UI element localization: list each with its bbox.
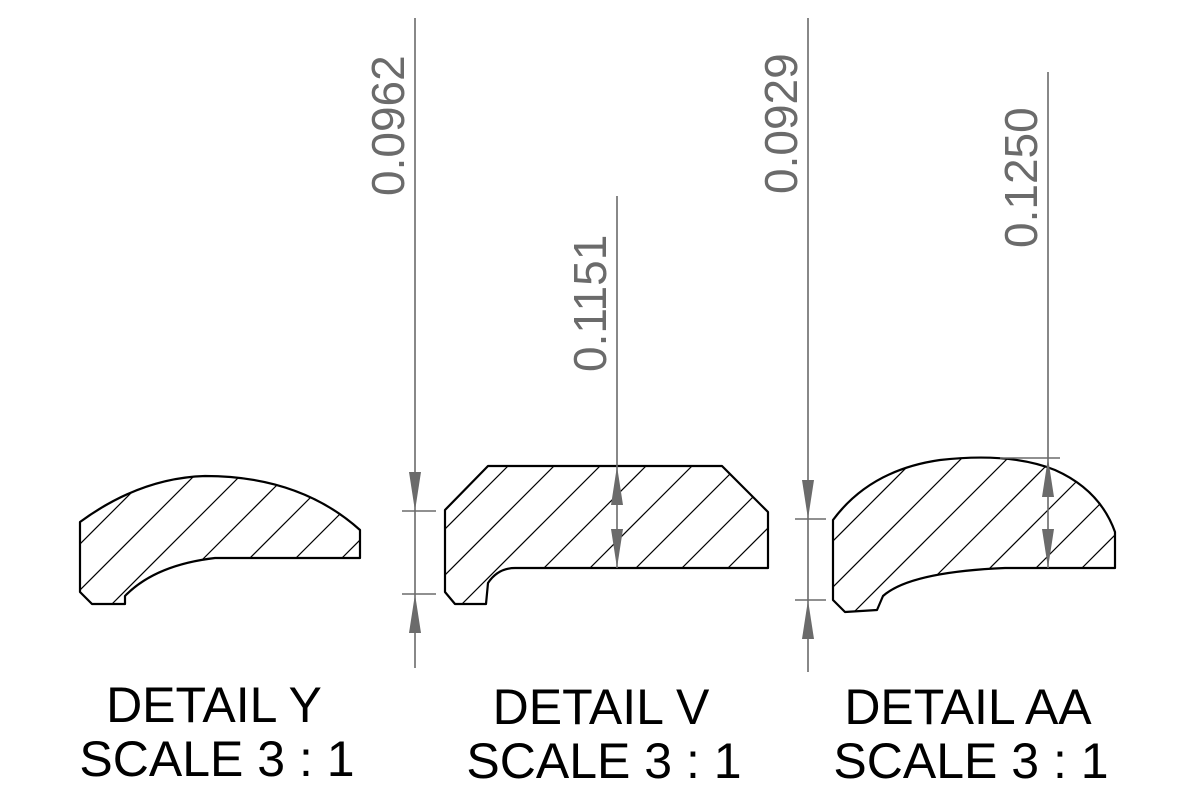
dimension-aa-left-arrow-top	[802, 480, 814, 519]
dimension-aa-right-value: 0.1250	[995, 107, 1047, 248]
dimension-v-arrow-top	[611, 466, 623, 505]
detail-aa-title: DETAIL AA	[844, 679, 1092, 735]
detail-aa-profile	[831, 456, 1117, 614]
detail-aa-hatching	[833, 457, 1115, 612]
dimension-v: 0.1151	[564, 196, 623, 568]
detail-v-hatching	[445, 466, 768, 604]
dimension-aa-left-arrow-bottom	[802, 600, 814, 639]
dimension-aa-left: 0.0929	[755, 18, 826, 672]
dimension-aa-right-arrow-bottom	[1042, 529, 1054, 568]
dimension-aa-right: 0.1250	[995, 72, 1060, 568]
detail-v-outline	[443, 464, 770, 606]
dimension-y-arrow-bottom	[409, 594, 421, 633]
dimension-v-arrow-bottom	[611, 529, 623, 568]
detail-y-profile	[78, 474, 362, 606]
detail-v-scale: SCALE 3 : 1	[466, 733, 741, 789]
detail-v-profile	[443, 464, 770, 606]
detail-y-outline	[78, 474, 362, 606]
dimension-y: 0.0962	[362, 18, 436, 668]
detail-v-title: DETAIL V	[493, 679, 710, 735]
detail-y-title: DETAIL Y	[106, 677, 322, 733]
detail-y-scale: SCALE 3 : 1	[79, 731, 354, 787]
dimension-y-arrow-top	[409, 472, 421, 511]
dimension-v-value: 0.1151	[564, 235, 616, 372]
dimension-aa-left-value: 0.0929	[755, 53, 807, 194]
detail-aa-outline	[831, 456, 1117, 614]
detail-aa-scale: SCALE 3 : 1	[833, 733, 1108, 789]
dimension-y-value: 0.0962	[362, 55, 414, 196]
dimension-aa-right-arrow-top	[1042, 458, 1054, 497]
